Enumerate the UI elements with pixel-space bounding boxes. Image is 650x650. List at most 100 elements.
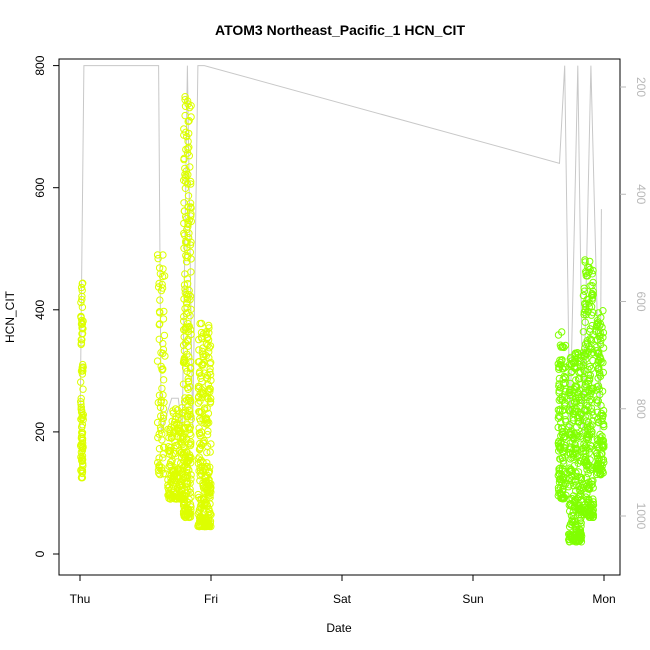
data-point <box>581 500 589 508</box>
data-point <box>584 393 592 402</box>
data-point <box>153 251 162 259</box>
data-point <box>165 433 173 442</box>
y2-tick-label: 600 <box>634 291 648 311</box>
y2-tick-label: 400 <box>634 184 648 204</box>
data-point <box>581 299 589 308</box>
data-point <box>554 439 562 447</box>
data-point <box>561 399 569 407</box>
data-point <box>185 466 193 474</box>
data-point <box>196 502 205 510</box>
data-point <box>154 433 162 442</box>
data-point <box>555 447 563 455</box>
data-point <box>561 393 569 401</box>
data-point <box>184 171 192 179</box>
data-point <box>198 393 206 402</box>
data-point <box>595 349 603 357</box>
data-point <box>593 399 601 407</box>
data-point <box>180 312 188 321</box>
data-point <box>586 282 594 290</box>
data-point <box>187 238 195 246</box>
data-point <box>196 368 204 376</box>
data-point <box>580 393 588 402</box>
data-point <box>77 452 85 461</box>
data-point <box>589 501 598 509</box>
data-point <box>175 494 184 502</box>
data-point <box>158 384 166 393</box>
data-point <box>205 418 213 427</box>
data-point <box>581 426 589 434</box>
data-point <box>185 425 194 434</box>
data-point <box>77 403 86 411</box>
data-point <box>197 456 205 464</box>
data-point <box>182 239 190 247</box>
data-point <box>568 357 576 365</box>
data-point <box>169 475 177 483</box>
data-point <box>78 303 87 311</box>
data-point <box>568 438 576 446</box>
data-point <box>77 378 85 386</box>
data-point <box>586 374 594 382</box>
data-point <box>577 473 586 482</box>
data-point <box>79 360 87 369</box>
data-point <box>187 493 195 501</box>
data-point <box>597 336 605 345</box>
data-point <box>183 132 191 141</box>
x-axis-label: Date <box>326 621 352 635</box>
data-point <box>200 496 208 504</box>
data-point <box>187 268 195 276</box>
y2-tick-label: 800 <box>634 399 648 419</box>
data-point <box>159 315 168 323</box>
x-tick-label: Mon <box>592 592 615 606</box>
data-point <box>196 417 205 425</box>
data-point <box>184 378 193 386</box>
data-point <box>195 346 203 354</box>
data-point <box>559 457 567 465</box>
data-point <box>168 433 176 442</box>
data-point <box>184 203 192 211</box>
data-point <box>195 445 204 454</box>
data-point <box>78 295 86 304</box>
data-point <box>155 264 164 272</box>
data-point <box>183 225 191 234</box>
data-point <box>557 432 565 440</box>
data-point <box>79 385 87 393</box>
data-point <box>554 484 563 492</box>
data-point <box>565 495 574 503</box>
data-point <box>200 358 208 367</box>
data-point <box>78 286 86 295</box>
data-point <box>158 280 166 289</box>
data-point <box>204 380 213 389</box>
data-point <box>167 462 175 470</box>
data-point <box>77 467 85 475</box>
data-point <box>576 526 585 534</box>
trace-layer <box>79 65 602 433</box>
data-point <box>561 402 569 410</box>
data-point <box>555 443 564 451</box>
data-point <box>599 406 608 415</box>
data-point <box>182 128 190 137</box>
data-point <box>158 436 166 444</box>
data-point <box>77 415 85 423</box>
data-point <box>595 333 603 341</box>
data-point <box>203 462 212 471</box>
y-tick-label: 200 <box>33 422 47 442</box>
data-point <box>599 368 607 377</box>
data-point <box>184 192 193 200</box>
data-point <box>203 371 212 379</box>
data-point <box>180 317 188 325</box>
data-point <box>183 383 192 392</box>
data-point <box>181 406 190 414</box>
data-point <box>579 291 588 300</box>
data-point <box>595 419 603 427</box>
data-point <box>155 445 164 453</box>
x-tick-label: Fri <box>204 592 218 606</box>
y2-axis: 200 400 600 800 1000 <box>620 77 648 530</box>
data-point <box>206 342 215 350</box>
points-layer <box>77 93 608 546</box>
data-point <box>181 453 190 461</box>
data-point <box>166 458 175 466</box>
data-point <box>567 353 575 362</box>
data-point <box>77 394 85 403</box>
data-point <box>205 467 214 476</box>
data-point <box>554 414 563 422</box>
